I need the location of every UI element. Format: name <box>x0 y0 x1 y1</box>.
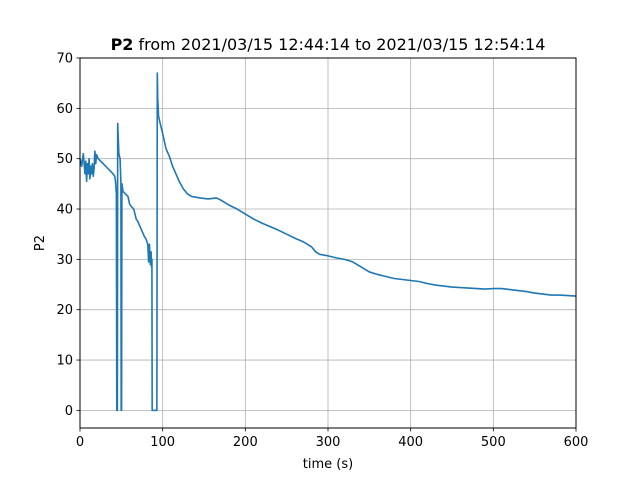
y-axis-ticks: 0 10 20 30 40 50 60 70 <box>56 52 80 419</box>
x-tick-label: 400 <box>398 435 423 450</box>
series-group <box>79 72 577 412</box>
chart-title-rest: from 2021/03/15 12:44:14 to 2021/03/15 1… <box>133 35 545 54</box>
x-tick-label: 300 <box>316 435 341 450</box>
series-line-0 <box>79 72 577 412</box>
y-tick-label: 20 <box>56 303 73 318</box>
x-tick-label: 0 <box>76 435 84 450</box>
chart-title: P2 from 2021/03/15 12:44:14 to 2021/03/1… <box>111 35 546 54</box>
y-tick-label: 0 <box>65 404 73 419</box>
y-tick-label: 30 <box>56 253 73 268</box>
y-tick-label: 60 <box>56 102 73 117</box>
x-tick-label: 600 <box>564 435 589 450</box>
y-axis-label: P2 <box>33 235 48 251</box>
x-axis-label: time (s) <box>303 457 353 472</box>
y-tick-label: 40 <box>56 203 73 218</box>
y-tick-label: 70 <box>56 52 73 67</box>
y-tick-label: 10 <box>56 354 73 369</box>
x-tick-label: 100 <box>150 435 175 450</box>
x-tick-label: 200 <box>233 435 258 450</box>
y-tick-label: 50 <box>56 152 73 167</box>
chart-title-bold: P2 <box>111 35 134 54</box>
x-axis-ticks: 0 100 200 300 400 500 600 <box>76 428 589 450</box>
x-tick-label: 500 <box>481 435 506 450</box>
